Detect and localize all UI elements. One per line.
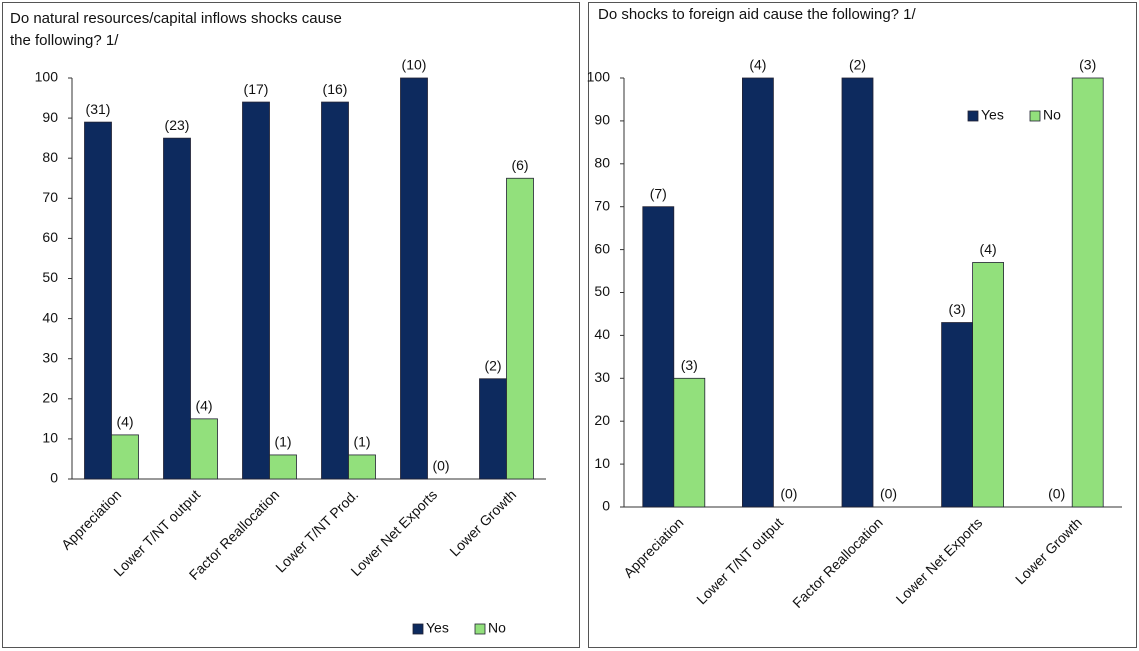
bar	[841, 77, 874, 508]
data-label: (4)	[749, 57, 766, 73]
data-label: (17)	[244, 81, 269, 97]
x-tick-label: Lower Net Exports	[347, 486, 440, 579]
data-label: (31)	[86, 101, 111, 117]
legend-label: Yes	[981, 107, 1004, 123]
data-label: (4)	[980, 241, 997, 257]
data-label: (4)	[116, 414, 133, 430]
bar	[506, 177, 534, 480]
legend-swatch	[1029, 110, 1041, 122]
y-tick-label: 40	[594, 326, 610, 342]
y-tick-label: 0	[602, 498, 610, 514]
y-tick-label: 90	[42, 109, 58, 125]
bar	[321, 101, 349, 480]
data-label: (0)	[432, 458, 449, 474]
bar	[269, 454, 297, 480]
y-tick-label: 50	[42, 269, 58, 285]
x-tick-label: Factor Reallocation	[186, 486, 283, 583]
x-tick-label: Lower Growth	[446, 486, 519, 559]
x-tick-label: Appreciation	[58, 486, 124, 552]
chart-title: Do shocks to foreign aid cause the follo…	[598, 6, 916, 23]
bar	[242, 101, 270, 480]
bar	[941, 322, 973, 508]
x-tick-label: Appreciation	[620, 514, 686, 580]
x-tick-label: Lower Growth	[1012, 514, 1085, 587]
bar	[673, 377, 706, 508]
legend-label: Yes	[426, 620, 449, 636]
data-label: (6)	[511, 157, 528, 173]
data-label: (3)	[681, 357, 698, 373]
data-label: (3)	[949, 301, 966, 317]
legend-swatch	[967, 110, 979, 122]
x-tick-label: Lower T/NT Prod.	[272, 486, 361, 575]
data-label: (0)	[880, 486, 897, 502]
bar	[348, 454, 376, 480]
legend-swatch	[474, 623, 486, 635]
bar	[400, 77, 428, 480]
y-tick-label: 0	[50, 470, 58, 486]
bar	[479, 378, 507, 480]
x-tick-label: Factor Reallocation	[789, 514, 886, 611]
chart-title: Do natural resources/capital inflows sho…	[10, 10, 342, 49]
data-label: (4)	[195, 398, 212, 414]
y-tick-label: 30	[42, 349, 58, 365]
bar	[190, 418, 218, 480]
bar	[642, 206, 675, 508]
panel	[588, 2, 1137, 648]
x-tick-label: Lower T/NT output	[110, 486, 203, 579]
y-tick-label: 70	[42, 189, 58, 205]
y-tick-label: 60	[42, 229, 58, 245]
y-tick-label: 20	[594, 412, 610, 428]
legend-label: No	[1043, 107, 1061, 123]
y-tick-label: 40	[42, 309, 58, 325]
y-tick-label: 100	[587, 69, 611, 85]
data-label: (0)	[780, 486, 797, 502]
y-tick-label: 30	[594, 369, 610, 385]
x-tick-label: Lower Net Exports	[893, 514, 986, 607]
y-tick-label: 10	[42, 430, 58, 446]
y-tick-label: 20	[42, 390, 58, 406]
y-tick-label: 60	[594, 240, 610, 256]
data-label: (0)	[1048, 486, 1065, 502]
y-tick-label: 100	[35, 69, 59, 85]
bar	[163, 137, 191, 480]
bar	[111, 434, 139, 480]
legend-swatch	[412, 623, 424, 635]
data-label: (1)	[274, 434, 291, 450]
y-tick-label: 70	[594, 197, 610, 213]
x-tick-label: Lower T/NT output	[693, 514, 786, 607]
data-label: (23)	[165, 117, 190, 133]
y-tick-label: 80	[42, 149, 58, 165]
data-label: (7)	[650, 185, 667, 201]
y-tick-label: 50	[594, 283, 610, 299]
data-label: (16)	[323, 81, 348, 97]
bar	[742, 77, 774, 508]
bar	[1071, 77, 1104, 508]
data-label: (10)	[402, 57, 427, 73]
data-label: (3)	[1079, 57, 1096, 73]
y-tick-label: 90	[594, 112, 610, 128]
bar	[972, 262, 1004, 508]
data-label: (2)	[849, 57, 866, 73]
y-tick-label: 10	[594, 455, 610, 471]
y-tick-label: 80	[594, 155, 610, 171]
legend-label: No	[488, 620, 506, 636]
panel	[2, 2, 580, 648]
data-label: (2)	[484, 357, 501, 373]
data-label: (1)	[353, 434, 370, 450]
bar	[84, 121, 112, 480]
